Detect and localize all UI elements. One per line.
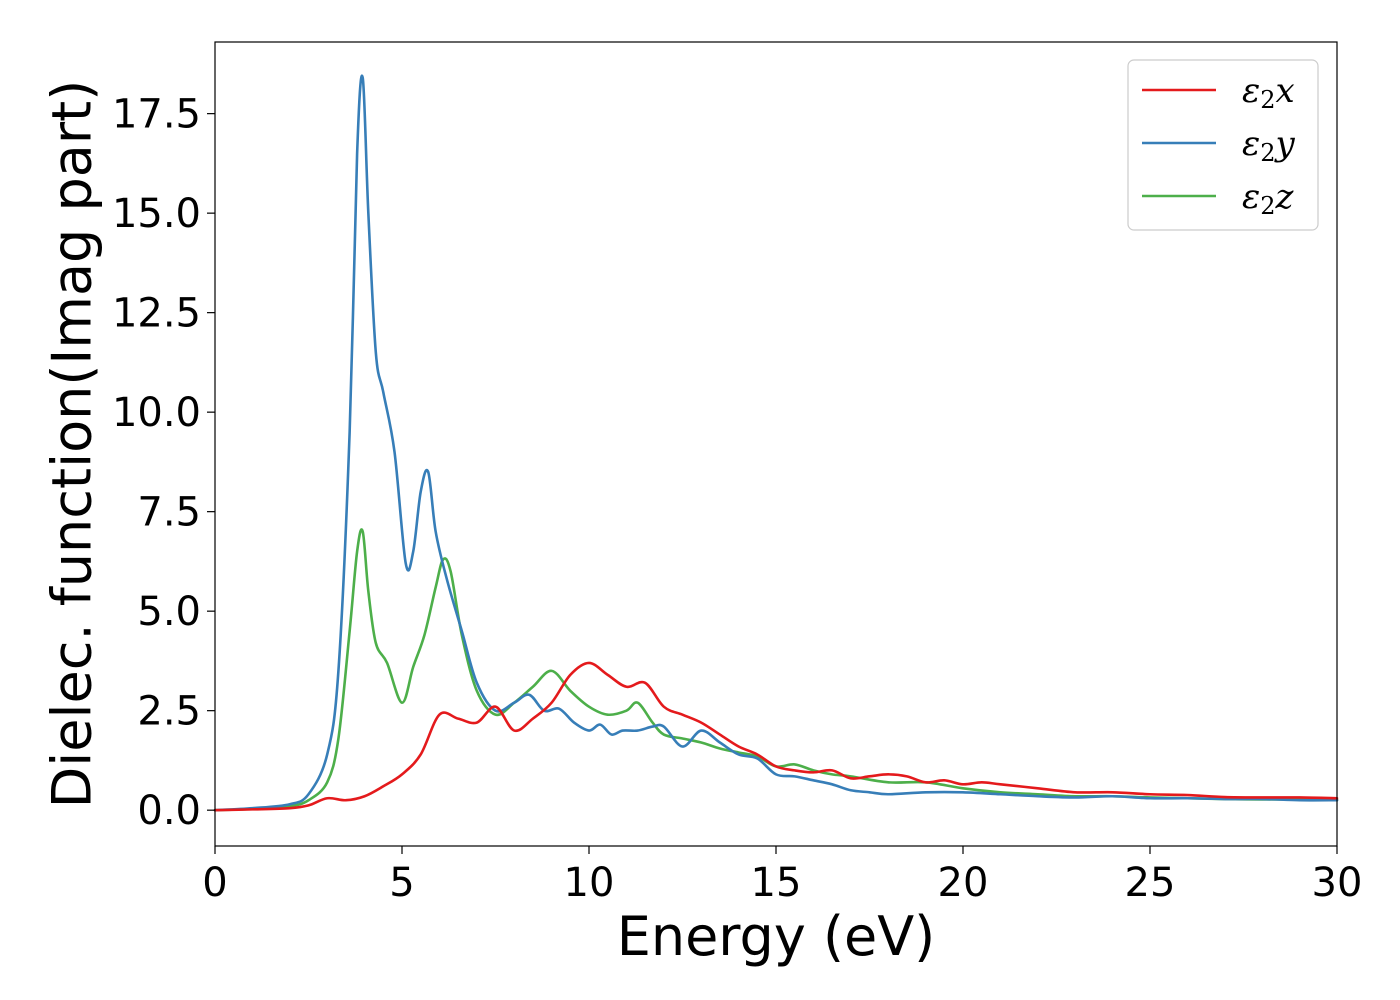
y-axis-ticks: 0.0 2.5 5.0 7.5 10.0 12.5 15.0 17.5 bbox=[112, 92, 215, 834]
y-tick-label: 5.0 bbox=[137, 589, 201, 635]
y-tick-label: 0.0 bbox=[137, 788, 201, 834]
legend-label-y: ε2y bbox=[1242, 124, 1296, 167]
x-axis-label: Energy (eV) bbox=[617, 905, 936, 968]
series-line-z bbox=[213, 528, 1339, 812]
y-tick-label: 2.5 bbox=[137, 689, 201, 735]
x-tick-label: 15 bbox=[751, 860, 802, 906]
legend-label-x: ε2x bbox=[1242, 71, 1295, 114]
legend-label-z: ε2z bbox=[1242, 177, 1295, 220]
series-line-x bbox=[213, 661, 1339, 812]
y-tick-label: 10.0 bbox=[112, 390, 201, 436]
x-tick-label: 25 bbox=[1125, 860, 1176, 906]
x-tick-label: 5 bbox=[389, 860, 414, 906]
y-tick-label: 15.0 bbox=[112, 191, 201, 237]
x-axis-ticks: 0 5 10 15 20 25 30 bbox=[202, 846, 1362, 906]
series-layer bbox=[213, 74, 1339, 812]
y-tick-label: 12.5 bbox=[112, 291, 201, 337]
legend: ε2x ε2y ε2z bbox=[1127, 59, 1319, 231]
x-tick-label: 30 bbox=[1312, 860, 1363, 906]
x-tick-label: 0 bbox=[202, 860, 227, 906]
series-line-y bbox=[213, 74, 1339, 812]
legend-box bbox=[1127, 59, 1319, 231]
x-tick-label: 20 bbox=[938, 860, 989, 906]
y-tick-label: 17.5 bbox=[112, 92, 201, 138]
y-axis-label: Dielec. function(Imag part) bbox=[41, 80, 104, 809]
y-tick-label: 7.5 bbox=[137, 490, 201, 536]
x-tick-label: 10 bbox=[564, 860, 615, 906]
